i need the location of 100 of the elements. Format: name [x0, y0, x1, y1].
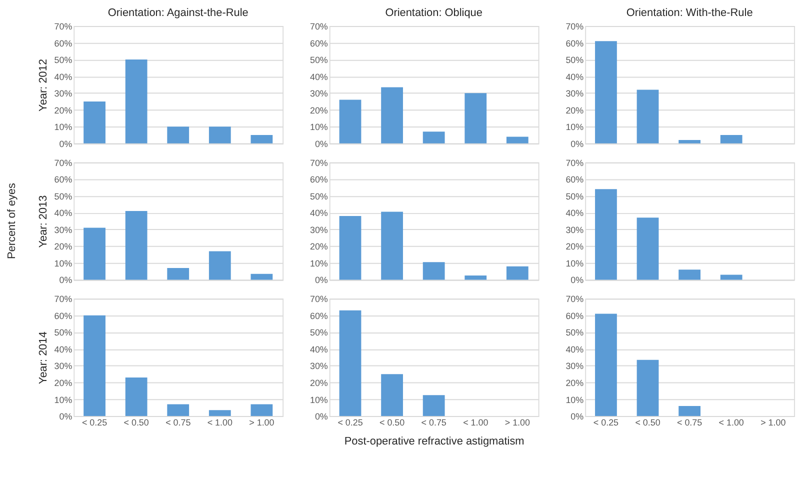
bar — [167, 268, 190, 280]
y-tick-label: 0% — [314, 275, 328, 286]
y-tick-label: 30% — [566, 88, 584, 99]
x-tick-label: < 0.25 — [82, 418, 108, 428]
bar — [422, 262, 445, 280]
x-tick-label: > 1.00 — [760, 418, 786, 428]
bar — [125, 210, 148, 280]
y-tick-label: 70% — [566, 158, 584, 168]
y-tick-label: 60% — [310, 174, 328, 185]
bar — [678, 140, 700, 144]
y-tick-label: 20% — [310, 105, 328, 116]
y-tick-label: 60% — [566, 38, 584, 48]
y-tick-label: 0% — [59, 275, 72, 286]
bar — [250, 274, 273, 280]
x-tick-label: < 0.75 — [166, 418, 191, 428]
bar — [595, 189, 617, 280]
bar — [595, 41, 617, 144]
y-tick-label: 30% — [310, 224, 328, 235]
x-tick-label: < 1.00 — [463, 418, 488, 428]
y-tick-label: 10% — [310, 122, 328, 132]
y-tick-label: 40% — [54, 72, 72, 82]
y-axis-title: Year: 2013 — [37, 195, 50, 248]
bar — [381, 212, 403, 280]
bar — [84, 101, 106, 144]
x-tick-label: < 0.50 — [635, 418, 660, 428]
bar — [167, 404, 190, 416]
y-tick-label: 10% — [566, 258, 584, 268]
bar — [595, 314, 617, 416]
y-tick-label: 0% — [570, 275, 584, 286]
y-tick-label: 40% — [310, 208, 328, 218]
y-tick-label: 10% — [54, 258, 72, 268]
y-tick-label: 40% — [310, 344, 328, 354]
x-tick-label: < 0.25 — [338, 418, 363, 428]
y-tick-label: 40% — [310, 72, 328, 82]
y-tick-label: 30% — [54, 361, 72, 372]
x-tick-label: < 0.75 — [677, 418, 702, 428]
x-tick-label: < 0.25 — [593, 418, 619, 428]
y-axis-title: Year: 2014 — [37, 332, 50, 384]
y-tick-label: 0% — [314, 412, 328, 422]
y-tick-label: 0% — [314, 138, 328, 149]
bar — [720, 135, 742, 144]
bar — [250, 404, 273, 416]
y-tick-label: 70% — [310, 158, 328, 168]
y-tick-label: 50% — [54, 328, 72, 338]
y-tick-label: 50% — [566, 191, 584, 202]
y-tick-label: 50% — [310, 55, 328, 66]
y-tick-label: 40% — [54, 208, 72, 218]
y-tick-label: 10% — [566, 122, 584, 132]
y-tick-label: 40% — [54, 344, 72, 354]
y-tick-label: 70% — [54, 158, 72, 168]
bar — [125, 377, 148, 416]
bar — [208, 410, 231, 416]
y-tick-label: 50% — [566, 328, 584, 338]
y-tick-label: 60% — [54, 38, 72, 48]
x-tick-label: > 1.00 — [504, 418, 530, 428]
bar — [84, 315, 106, 416]
bar — [381, 374, 403, 416]
y-axis-title: Year: 2012 — [37, 58, 50, 112]
y-tick-label: 60% — [54, 310, 72, 321]
y-tick-label: 40% — [566, 344, 584, 354]
chart-title: Orientation: Against-the-Rule — [108, 7, 248, 20]
y-tick-label: 60% — [310, 310, 328, 321]
bar — [339, 100, 362, 144]
bar — [636, 360, 659, 416]
bar — [208, 126, 231, 144]
bar — [678, 406, 700, 416]
y-tick-label: 10% — [310, 258, 328, 268]
y-tick-label: 20% — [566, 105, 584, 116]
y-tick-label: 20% — [310, 378, 328, 388]
y-tick-label: 70% — [54, 294, 72, 304]
y-tick-label: 70% — [310, 294, 328, 304]
bar — [678, 270, 700, 280]
bar — [208, 251, 231, 280]
bar — [636, 218, 659, 280]
bar — [84, 228, 106, 280]
y-tick-label: 30% — [54, 224, 72, 235]
bar — [506, 136, 528, 144]
bar — [381, 87, 403, 144]
x-tick-label: < 0.50 — [379, 418, 405, 428]
y-tick-label: 0% — [59, 138, 72, 149]
y-tick-label: 10% — [310, 394, 328, 405]
bar — [339, 216, 362, 280]
bar — [422, 395, 445, 416]
y-tick-label: 20% — [310, 242, 328, 252]
bar — [250, 135, 273, 144]
y-tick-label: 60% — [310, 38, 328, 48]
y-tick-label: 30% — [54, 88, 72, 99]
bar — [720, 274, 742, 280]
y-tick-label: 30% — [310, 88, 328, 99]
y-tick-label: 20% — [54, 378, 72, 388]
y-tick-label: 50% — [54, 55, 72, 66]
x-tick-label: < 1.00 — [207, 418, 232, 428]
chart-title: Orientation: With-the-Rule — [626, 7, 753, 20]
y-tick-label: 40% — [566, 72, 584, 82]
bar — [125, 60, 148, 144]
y-tick-label: 10% — [54, 122, 72, 132]
y-tick-label: 50% — [54, 191, 72, 202]
bar — [464, 93, 487, 144]
y-tick-label: 0% — [59, 412, 72, 422]
y-tick-label: 10% — [54, 394, 72, 405]
